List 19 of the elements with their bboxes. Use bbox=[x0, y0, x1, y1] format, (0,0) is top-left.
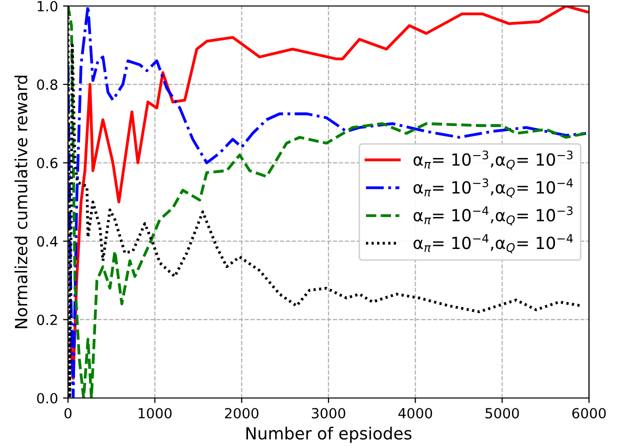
y-tick-label: 0.2 bbox=[37, 314, 57, 326]
legend-label: α$_{π}$= 10$^{−3}$,α$_{Q}$= 10$^{−4}$ bbox=[414, 178, 573, 198]
y-axis-title: Normalized cumulative reward bbox=[14, 76, 28, 328]
legend-label: α$_{π}$= 10$^{−3}$,α$_{Q}$= 10$^{−3}$ bbox=[414, 150, 573, 170]
y-tick-label: 0.0 bbox=[37, 392, 58, 404]
x-tick-label: 0 bbox=[64, 408, 72, 418]
y-tick-label: 1.0 bbox=[38, 0, 58, 12]
x-axis-title: Number of epsiodes bbox=[246, 426, 412, 443]
x-tick-label: 4000 bbox=[398, 408, 432, 418]
x-tick-label: 6000 bbox=[572, 408, 606, 418]
legend-label: α$_{π}$= 10$^{−4}$,α$_{Q}$= 10$^{−4}$ bbox=[414, 234, 573, 254]
x-tick-label: 5000 bbox=[486, 408, 519, 418]
x-tick-label: 1000 bbox=[138, 408, 172, 418]
y-tick-label: 0.4 bbox=[37, 236, 58, 247]
x-tick-label: 2000 bbox=[225, 408, 258, 418]
x-tick-label: 3000 bbox=[312, 408, 346, 418]
legend-label: α$_{π}$= 10$^{−4}$,α$_{Q}$= 10$^{−3}$ bbox=[414, 206, 573, 226]
y-tick-label: 0.8 bbox=[37, 79, 58, 90]
y-tick-label: 0.6 bbox=[37, 158, 58, 168]
